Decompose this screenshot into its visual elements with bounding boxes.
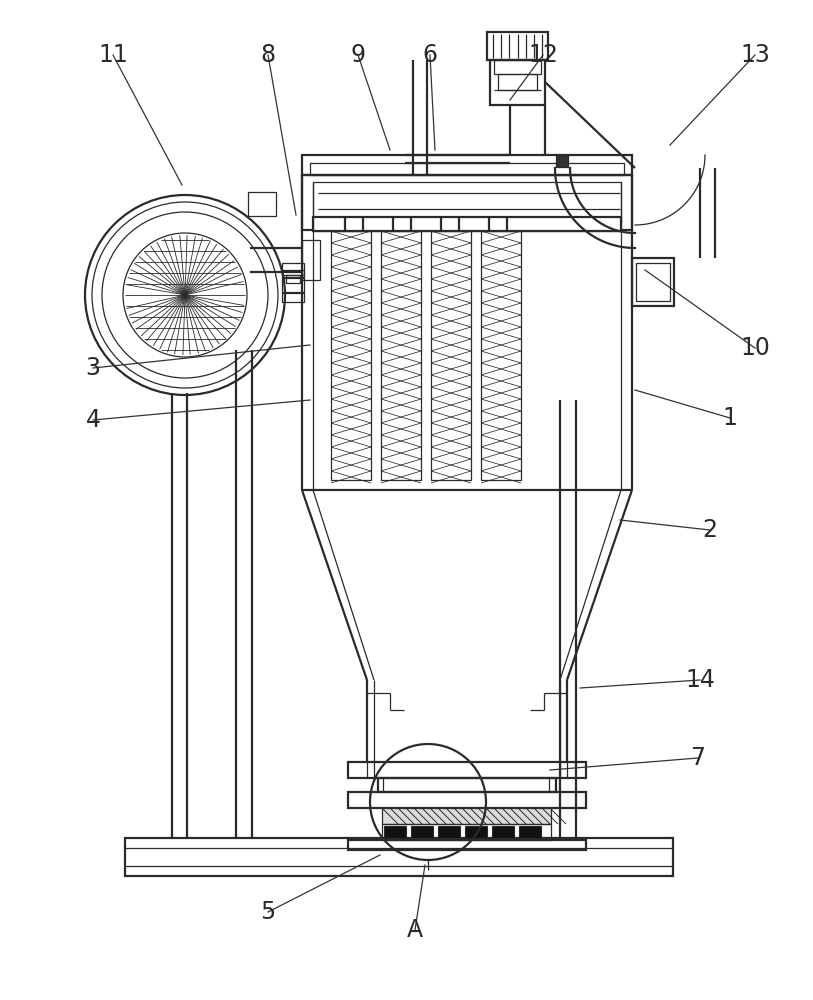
Text: 9: 9 xyxy=(350,43,366,67)
Text: 14: 14 xyxy=(685,668,715,692)
Bar xyxy=(382,824,551,840)
Bar xyxy=(313,182,621,223)
Text: 5: 5 xyxy=(260,900,276,924)
Bar xyxy=(378,778,556,792)
Text: 13: 13 xyxy=(740,43,770,67)
Bar xyxy=(384,826,406,838)
Bar xyxy=(636,263,670,301)
Bar xyxy=(481,231,521,480)
Bar xyxy=(282,270,304,302)
Bar xyxy=(490,60,545,105)
Text: 10: 10 xyxy=(740,336,770,360)
Bar xyxy=(313,217,621,231)
Bar xyxy=(302,175,632,230)
Bar xyxy=(348,840,586,850)
Text: 11: 11 xyxy=(98,43,128,67)
Text: 7: 7 xyxy=(690,746,706,770)
Bar xyxy=(382,808,551,824)
Text: 6: 6 xyxy=(423,43,437,67)
Bar xyxy=(519,826,541,838)
Bar xyxy=(302,240,320,280)
Bar xyxy=(286,275,300,283)
Bar xyxy=(498,74,537,90)
Bar xyxy=(381,231,421,480)
Text: 1: 1 xyxy=(723,406,737,430)
Bar xyxy=(125,838,673,876)
Text: 2: 2 xyxy=(702,518,718,542)
Bar xyxy=(310,163,624,175)
Bar xyxy=(556,155,568,167)
Bar xyxy=(438,826,460,838)
Bar xyxy=(282,263,304,275)
Text: 12: 12 xyxy=(528,43,558,67)
Bar xyxy=(487,32,548,60)
Text: 4: 4 xyxy=(85,408,101,432)
Bar xyxy=(348,762,586,778)
Bar xyxy=(465,826,487,838)
Bar xyxy=(331,231,371,480)
Text: 3: 3 xyxy=(85,356,101,380)
Bar xyxy=(494,60,541,74)
Bar xyxy=(632,258,674,306)
Bar xyxy=(248,192,276,216)
Bar xyxy=(411,826,433,838)
Bar xyxy=(492,826,514,838)
Text: 8: 8 xyxy=(260,43,276,67)
Text: A: A xyxy=(407,918,423,942)
Bar xyxy=(302,155,632,175)
Bar xyxy=(348,792,586,808)
Bar xyxy=(431,231,471,480)
